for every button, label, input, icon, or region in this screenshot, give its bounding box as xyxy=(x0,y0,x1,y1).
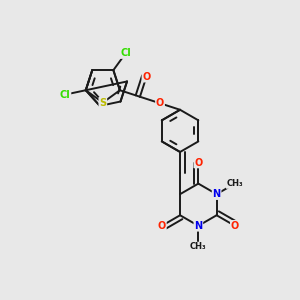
Text: S: S xyxy=(99,98,106,108)
Text: O: O xyxy=(156,98,164,108)
Text: N: N xyxy=(212,189,221,199)
Text: O: O xyxy=(158,221,166,231)
Text: Cl: Cl xyxy=(60,90,70,100)
Text: O: O xyxy=(142,72,151,82)
Text: CH₃: CH₃ xyxy=(190,242,207,251)
Text: O: O xyxy=(194,158,202,167)
Text: Cl: Cl xyxy=(120,48,131,58)
Text: O: O xyxy=(231,221,239,231)
Text: CH₃: CH₃ xyxy=(226,179,243,188)
Text: N: N xyxy=(194,221,202,231)
